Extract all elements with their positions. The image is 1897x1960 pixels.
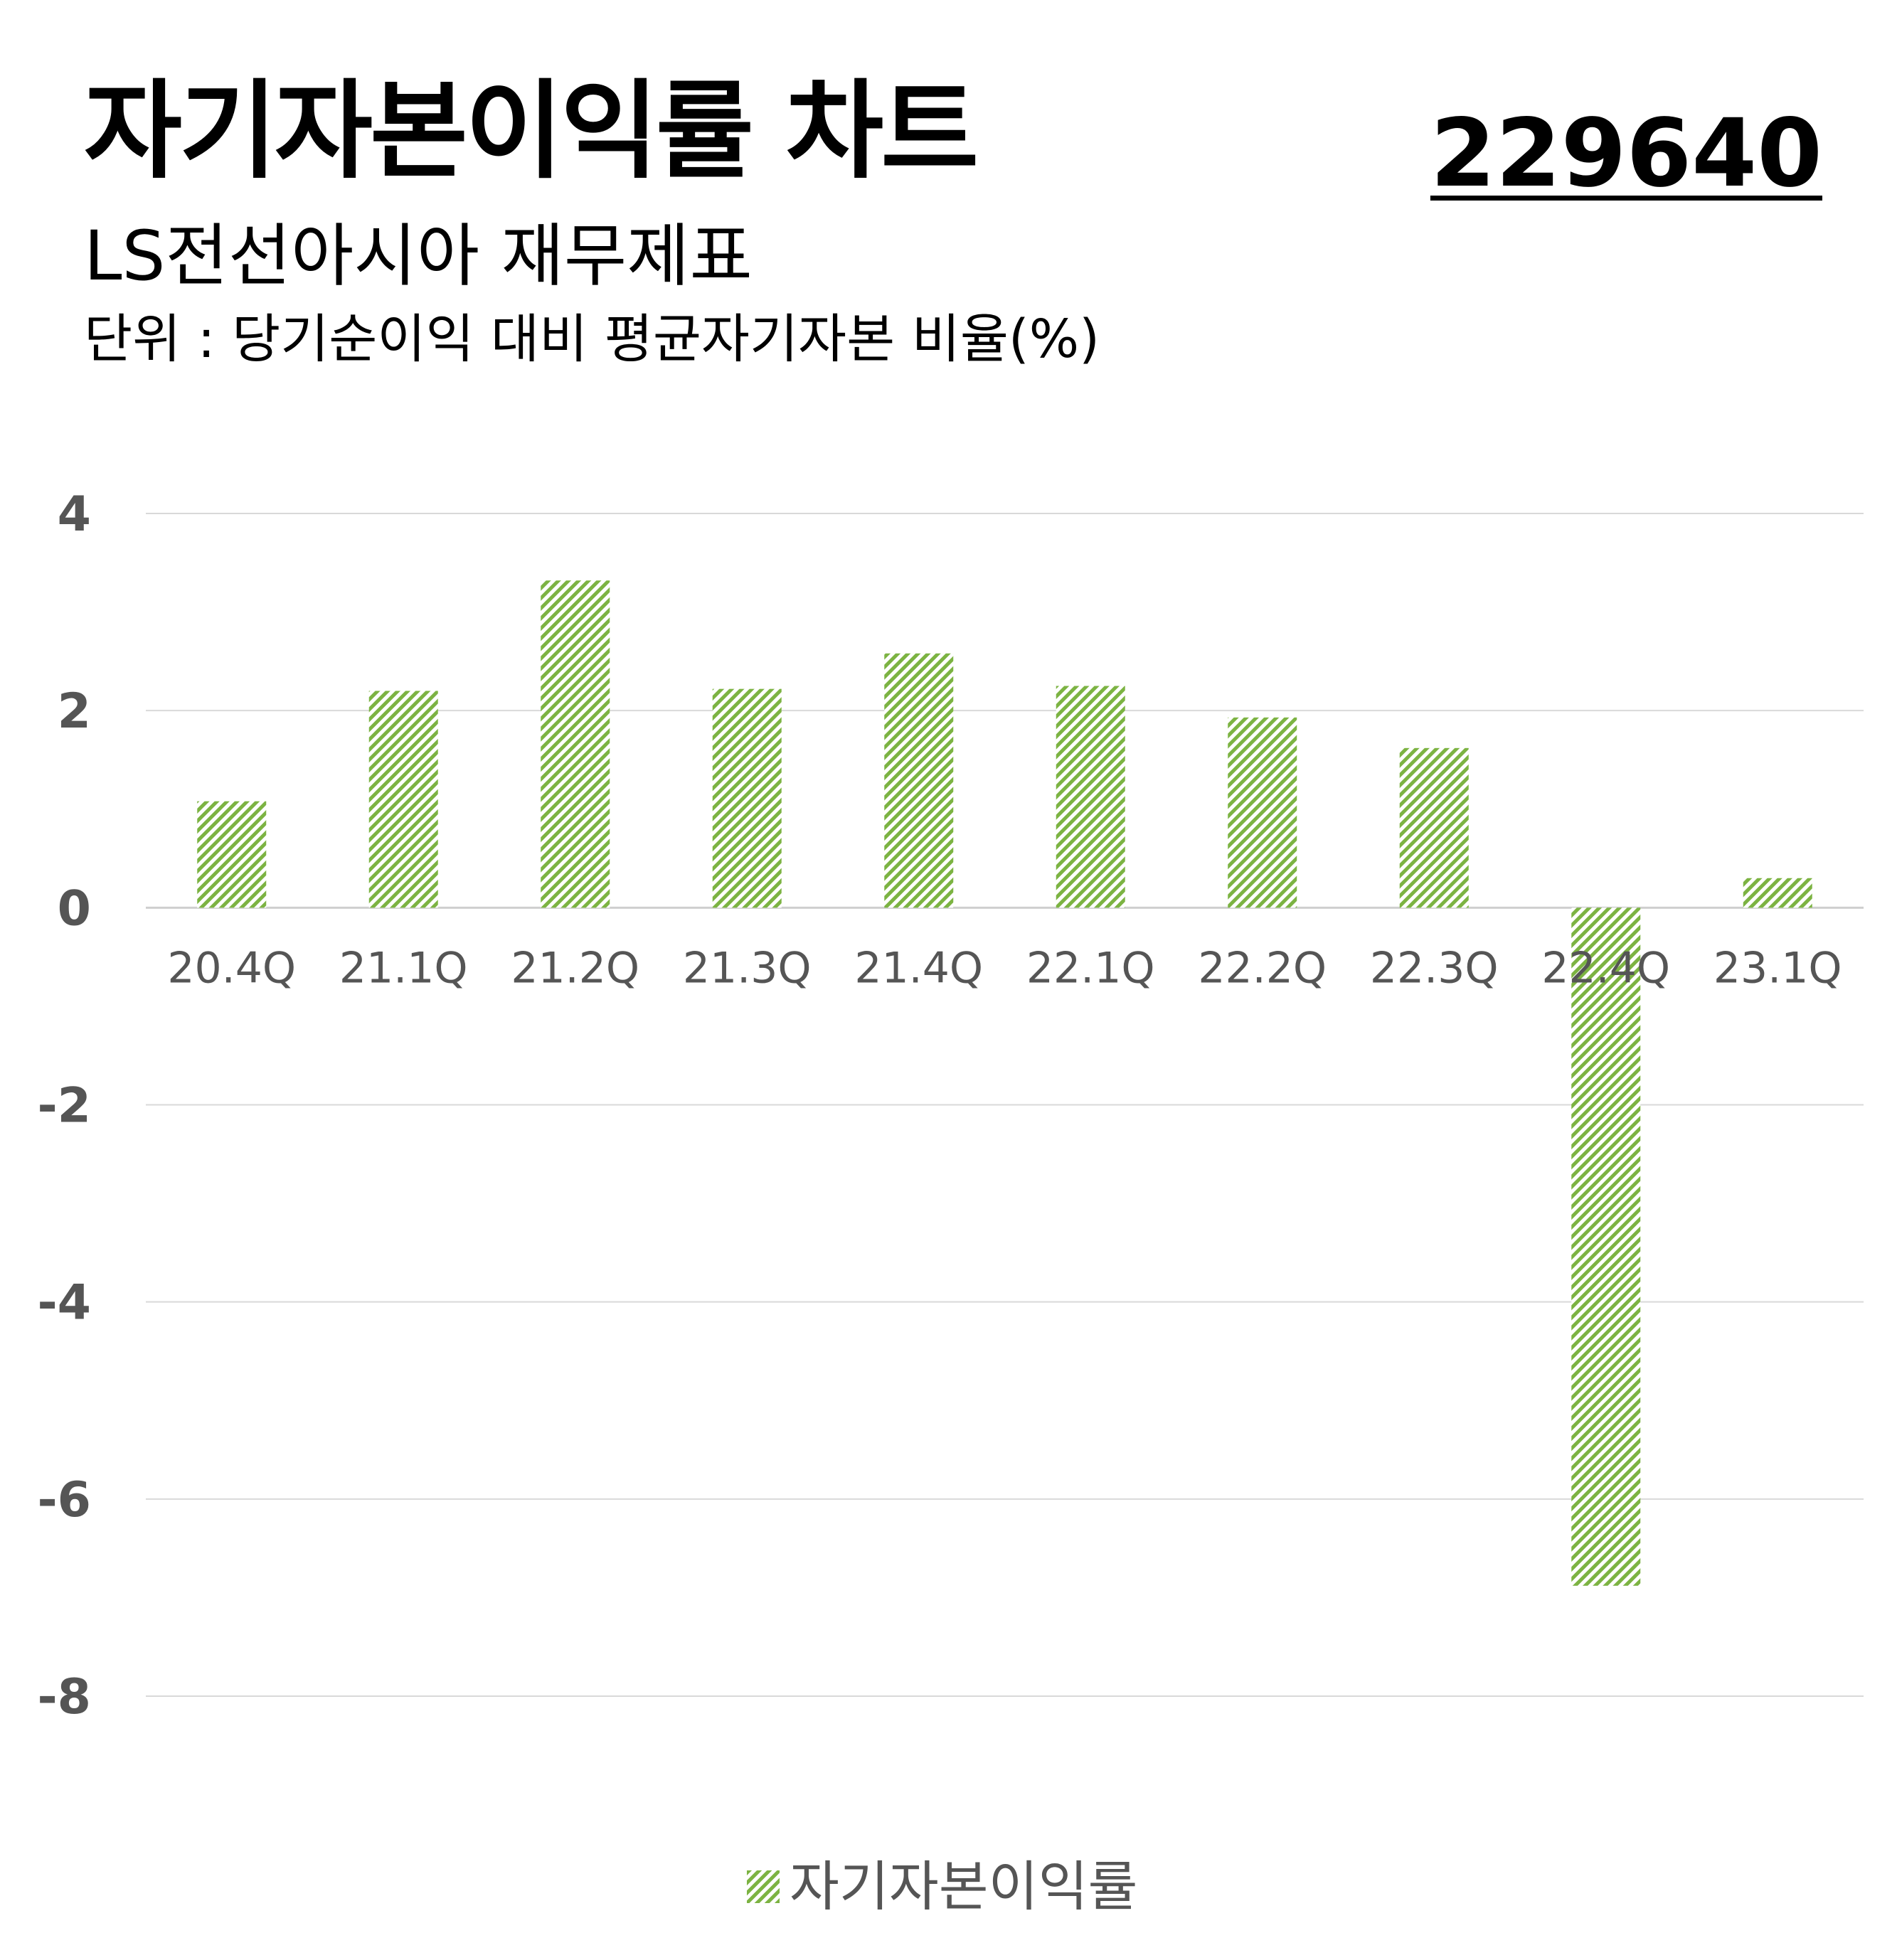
legend: 자기자본이익률 <box>747 1860 1137 1914</box>
bar-21.4Q <box>884 653 954 908</box>
y-tick-label: -2 <box>37 1078 91 1134</box>
x-tick-label: 20.4Q <box>167 943 296 993</box>
bar-23.1Q <box>1743 878 1812 908</box>
x-tick-label: 21.3Q <box>683 943 812 993</box>
bar-21.2Q <box>541 580 610 908</box>
y-tick-label: 4 <box>58 486 91 543</box>
legend-swatch <box>747 1870 780 1903</box>
x-tick-label: 21.1Q <box>339 943 468 993</box>
bar-22.3Q <box>1399 747 1469 908</box>
y-tick-label: -4 <box>37 1275 91 1331</box>
x-tick-label: 21.4Q <box>854 943 983 993</box>
bar-21.1Q <box>368 691 438 908</box>
y-tick-label: -8 <box>37 1669 91 1725</box>
x-tick-label: 22.1Q <box>1026 943 1155 993</box>
bar-22.2Q <box>1228 717 1297 908</box>
bar-21.3Q <box>712 688 782 908</box>
x-tick-label: 21.2Q <box>511 943 639 993</box>
y-tick-label: 0 <box>58 880 91 937</box>
x-axis-labels: 20.4Q 21.1Q 21.2Q 21.3Q 21.4Q 22.1Q 22.2Q 22.3Q… <box>167 943 1842 993</box>
y-axis-ticks: 4 2 0 -2 -4 -6 -8 <box>37 486 91 1725</box>
bars <box>197 580 1812 1586</box>
x-tick-label: 23.1Q <box>1713 943 1842 993</box>
chart-title: 자기자본이익률 차트 <box>84 70 979 193</box>
x-tick-label: 22.4Q <box>1541 943 1670 993</box>
x-tick-label: 22.3Q <box>1370 943 1499 993</box>
unit-label: 단위 : 당기순이익 대비 평균자기자본 비율(%) <box>84 309 1100 370</box>
x-tick-label: 22.2Q <box>1198 943 1327 993</box>
chart-subtitle: LS전선아시아 재무제표 <box>84 216 753 296</box>
bar-22.1Q <box>1056 686 1125 908</box>
legend-label: 자기자본이익률 <box>790 1855 1138 1918</box>
y-tick-label: -6 <box>37 1472 91 1528</box>
bar-22.4Q <box>1571 907 1641 1586</box>
stock-code: 229640 <box>1430 99 1822 208</box>
bar-20.4Q <box>197 801 267 908</box>
y-tick-label: 2 <box>58 683 91 740</box>
